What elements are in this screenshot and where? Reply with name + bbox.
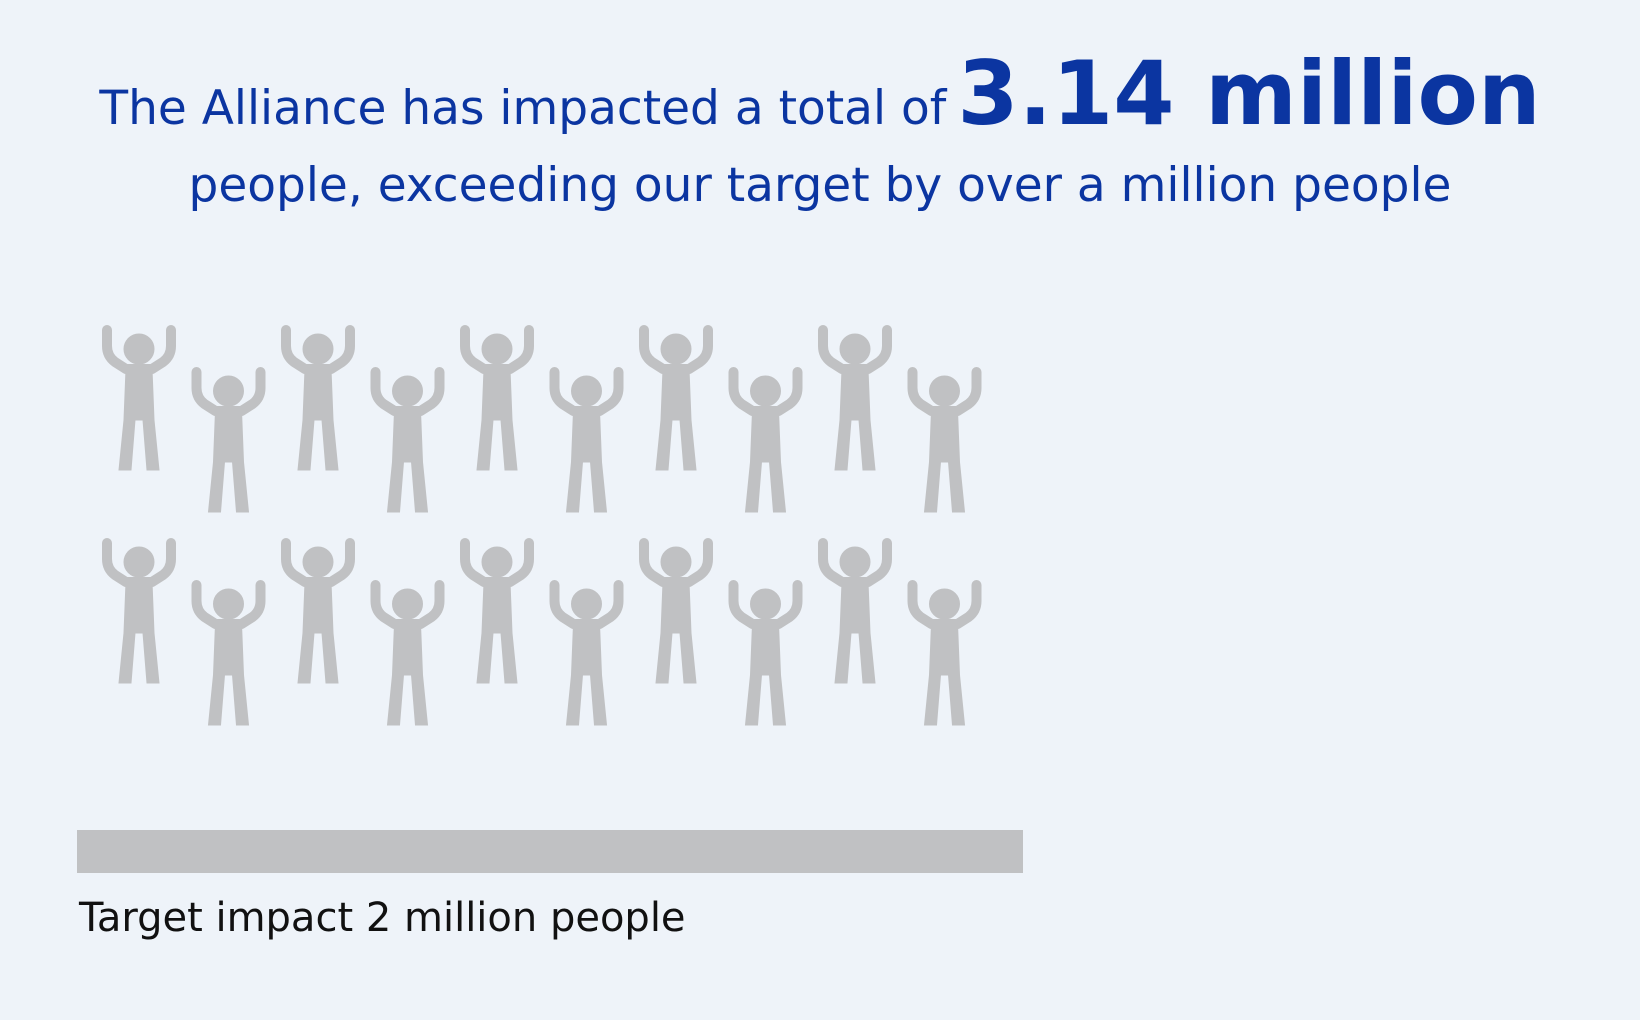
person-icon [197,372,261,512]
person-icon [286,330,350,470]
person-icon [286,543,350,683]
headline-line-1: The Alliance has impacted a total of 3.1… [0,50,1640,154]
person-icon [465,543,529,683]
person-icon [823,330,887,470]
person-icon [734,372,798,512]
person-icon [913,372,977,512]
person-icon [644,543,708,683]
person-icon [376,585,440,725]
person-icon [107,543,171,683]
headline-prefix: The Alliance has impacted a total of [99,81,947,136]
target-label: Target impact 2 million people [79,895,686,941]
target-bar [77,830,1023,873]
person-icon [555,372,619,512]
person-icon [823,543,887,683]
person-icon [555,585,619,725]
person-icon [734,585,798,725]
person-icon [107,330,171,470]
person-icon [465,330,529,470]
headline-line-2: people, exceeding our target by over a m… [188,158,1452,213]
person-icon [913,585,977,725]
headline-highlight-value: 3.14 million [957,42,1541,145]
headline: The Alliance has impacted a total of 3.1… [0,50,1640,213]
person-icon [376,372,440,512]
person-icon [197,585,261,725]
person-icon [644,330,708,470]
